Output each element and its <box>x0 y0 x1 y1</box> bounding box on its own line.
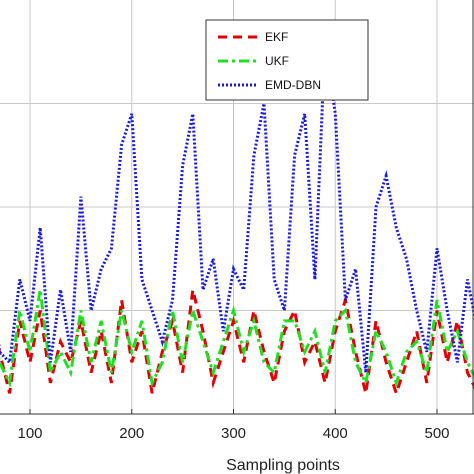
legend-label: EMD-DBN <box>265 78 321 92</box>
x-axis-label: Sampling points <box>226 457 340 474</box>
x-tick-label: 100 <box>17 425 42 442</box>
x-tick-label: 500 <box>424 425 449 442</box>
legend-label: EKF <box>265 30 288 44</box>
series-layer <box>0 41 474 399</box>
x-tick-label: 300 <box>221 425 246 442</box>
legend: EKF UKF EMD-DBN <box>205 19 369 101</box>
legend-label: UKF <box>265 54 289 68</box>
x-ticks: 100 200 300 400 500 <box>17 409 450 442</box>
series-line-emd-dbn <box>0 41 474 373</box>
x-tick-label: 200 <box>119 425 144 442</box>
x-tick-label: 400 <box>323 425 348 442</box>
